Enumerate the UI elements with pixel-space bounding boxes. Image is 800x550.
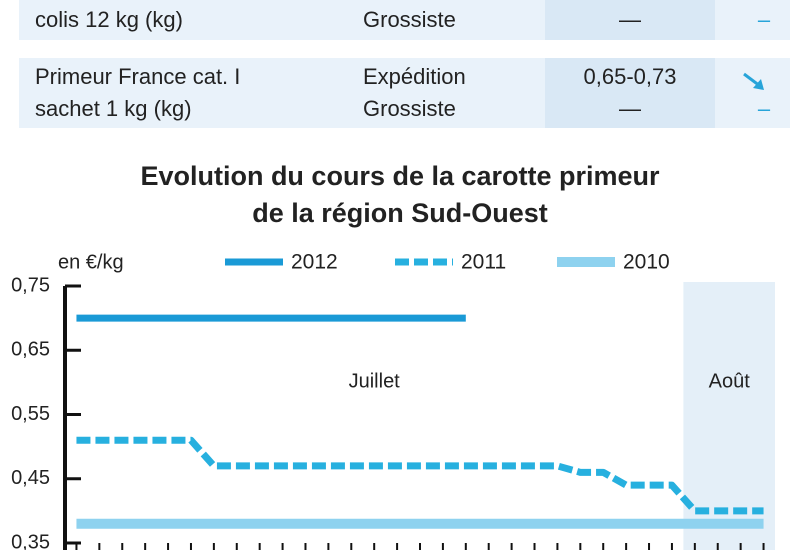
trend: – xyxy=(749,4,779,40)
text: Grossiste xyxy=(363,96,456,121)
y-tick-label: 0,45 xyxy=(11,467,50,489)
trend-arrow xyxy=(743,72,764,90)
period-label: Juillet xyxy=(349,370,401,392)
period-background xyxy=(683,282,775,550)
table-row: Primeur France cat. I sachet 1 kg (kg) Ex… xyxy=(19,58,790,128)
text: — xyxy=(619,7,641,32)
price-column xyxy=(545,0,715,40)
text: Grossiste xyxy=(363,7,456,32)
stage: Expédition Grossiste xyxy=(363,61,466,128)
legend-label: 2012 xyxy=(291,251,338,274)
y-tick-label: 0,75 xyxy=(11,274,50,296)
text: Primeur France cat. I xyxy=(35,64,241,89)
series-line xyxy=(76,436,764,515)
product: colis 12 kg (kg) xyxy=(35,4,183,40)
text: – xyxy=(757,7,771,32)
trend: – xyxy=(749,93,779,128)
text: – xyxy=(757,96,771,121)
price: 0,65-0,73 — xyxy=(545,61,715,128)
y-tick-label: 0,35 xyxy=(11,531,50,550)
chart-title: de la région Sud-Ouest xyxy=(252,198,548,228)
table-row: colis 12 kg (kg) Grossiste — – xyxy=(19,0,790,40)
text: sachet 1 kg (kg) xyxy=(35,96,192,121)
price: — xyxy=(545,4,715,40)
period-label: Août xyxy=(709,370,751,392)
y-axis-label: en €/kg xyxy=(58,251,124,273)
y-tick-label: 0,55 xyxy=(11,403,50,425)
text: Expédition xyxy=(363,64,466,89)
text: colis 12 kg (kg) xyxy=(35,7,183,32)
price-column xyxy=(545,58,715,128)
legend-label: 2010 xyxy=(623,251,670,274)
y-tick-label: 0,65 xyxy=(11,339,50,361)
stage: Grossiste xyxy=(363,4,456,40)
text: 0,65-0,73 xyxy=(583,64,677,89)
legend-label: 2011 xyxy=(461,251,506,274)
product: Primeur France cat. I sachet 1 kg (kg) xyxy=(35,61,240,128)
text: — xyxy=(619,96,641,121)
chart-title: Evolution du cours de la carotte primeur xyxy=(140,161,660,191)
